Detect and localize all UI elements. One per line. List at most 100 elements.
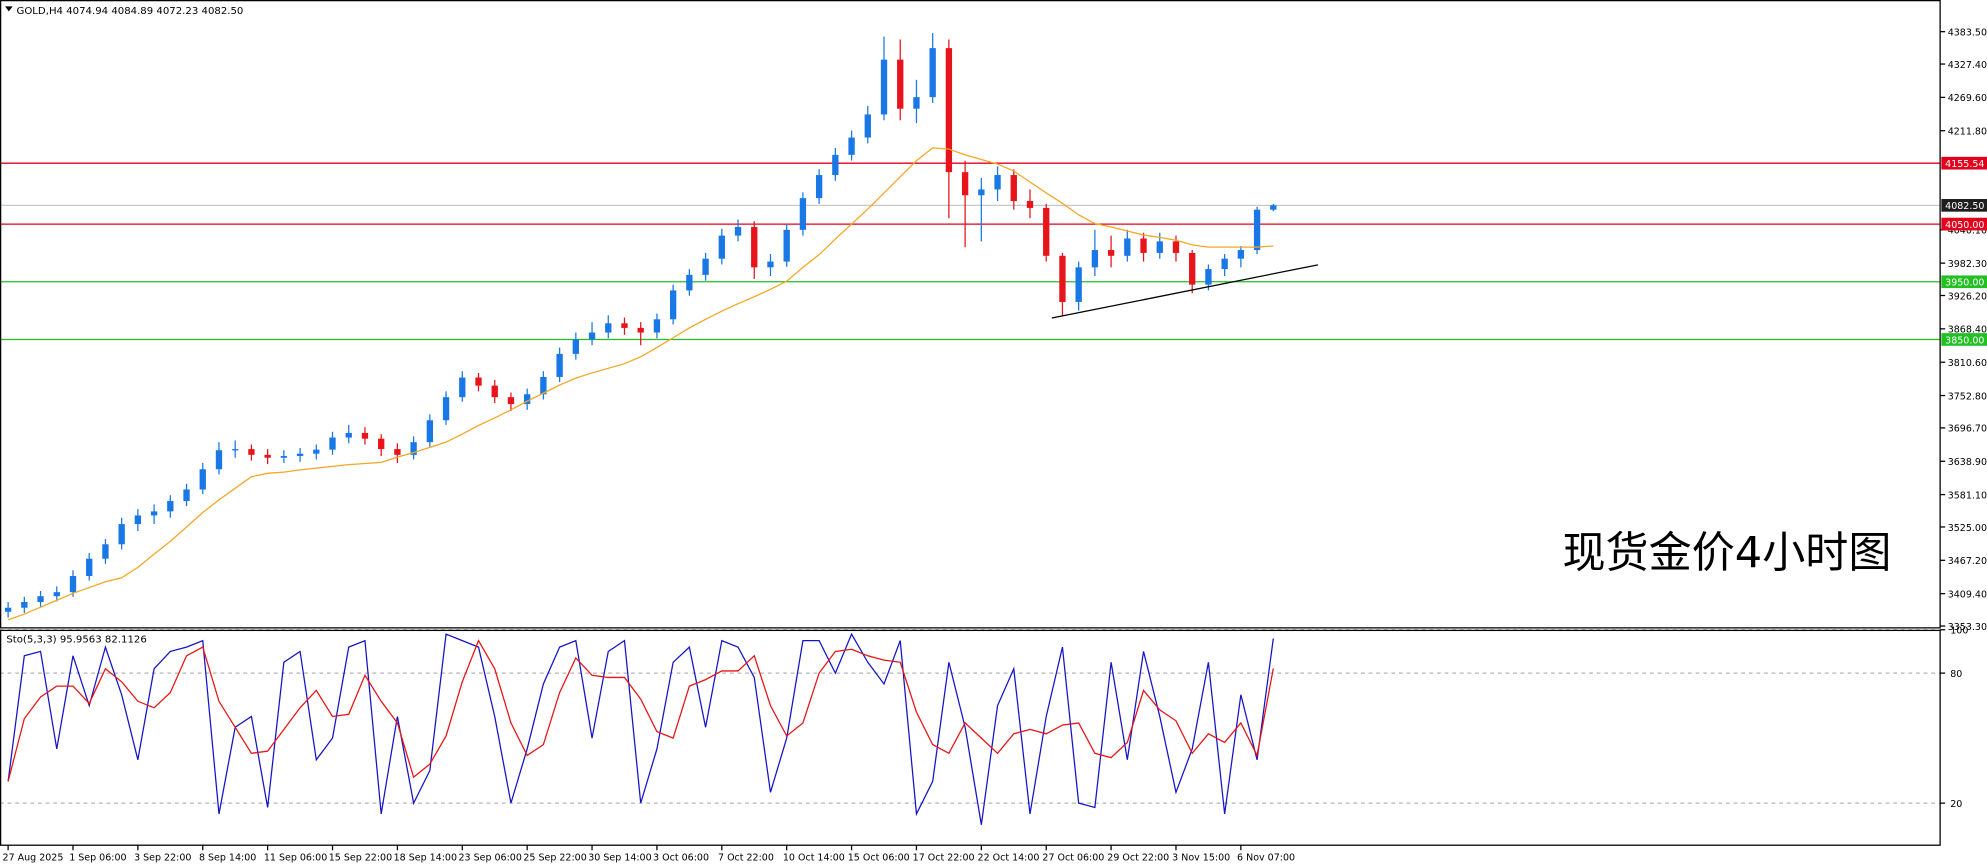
x-tick-label: 27 Aug 2025	[3, 852, 64, 863]
candle-body	[572, 339, 579, 354]
price-level-box	[1941, 275, 1987, 289]
candle-body	[167, 501, 174, 512]
candle-body	[832, 154, 839, 176]
oscillator-title: Sto(5,3,3)	[6, 634, 56, 645]
candle-body	[69, 576, 77, 593]
price-level-label: 3850.00	[1945, 335, 1984, 346]
candle-body	[134, 515, 142, 525]
candle-body	[864, 114, 871, 138]
y-tick-label: 3868.40	[1948, 325, 1987, 336]
candle-body	[442, 397, 450, 421]
moving-average	[7, 147, 1274, 621]
candle-body	[994, 175, 1001, 190]
x-tick-label: 11 Sep 06:00	[264, 852, 327, 863]
candle-body	[815, 175, 823, 199]
price-level-box	[1941, 217, 1987, 231]
y-tick-label: 3409.40	[1948, 589, 1987, 600]
candle-body	[1107, 250, 1115, 256]
x-tick-label: 25 Sep 22:00	[523, 852, 586, 863]
x-tick-label: 6 Nov 07:00	[1237, 852, 1295, 863]
candle-body	[751, 226, 758, 268]
candle-body	[1172, 241, 1180, 253]
candle-body	[767, 261, 774, 268]
close-value: 4082.50	[202, 6, 244, 17]
x-tick-label: 15 Sep 22:00	[329, 852, 392, 863]
candle-body	[913, 97, 920, 109]
d-value: 82.1126	[105, 634, 147, 645]
candle-body	[588, 332, 596, 340]
candle-body	[799, 198, 807, 230]
candle-body	[53, 592, 60, 597]
price-level-label: 4050.00	[1945, 220, 1984, 231]
candle-body	[1253, 209, 1261, 251]
header-arrow	[5, 6, 13, 12]
x-tick-label: 23 Sep 06:00	[458, 852, 521, 863]
oscillator-line	[7, 632, 1274, 825]
y-tick-label: 4327.40	[1948, 60, 1987, 71]
candle-body	[945, 48, 953, 173]
x-tick-label: 1 Sep 06:00	[69, 852, 126, 863]
candle-body	[4, 607, 12, 612]
candle-body	[345, 432, 352, 438]
annotation: 现货金价4小时图	[1562, 529, 1891, 579]
x-tick-label: 3 Sep 22:00	[134, 852, 191, 863]
high-value: 4084.89	[111, 6, 153, 17]
candle-body	[507, 397, 515, 405]
candle-body	[475, 377, 482, 386]
candle-body	[118, 524, 125, 545]
x-tick-label: 17 Oct 22:00	[913, 852, 975, 863]
candle-body	[296, 453, 304, 457]
x-tick-label: 22 Oct 14:00	[978, 852, 1040, 863]
candle-body	[410, 442, 417, 455]
price-level-label: 4155.54	[1945, 159, 1984, 170]
candle-body	[686, 274, 693, 291]
candle-body	[653, 319, 661, 333]
candle-body	[459, 377, 466, 398]
candle-body	[1221, 258, 1228, 270]
candle-body	[734, 226, 742, 236]
candle-body	[523, 394, 531, 405]
candle-body	[86, 558, 93, 577]
candle-body	[1091, 250, 1099, 268]
candle-body	[848, 137, 855, 155]
candle-body	[199, 469, 206, 490]
candle-body	[1075, 267, 1082, 302]
x-tick-label: 18 Sep 14:00	[394, 852, 457, 863]
candle-body	[1140, 238, 1147, 253]
candle-body	[378, 438, 385, 450]
oscillator-panel-border	[0, 629, 1941, 846]
price-level-label: 4082.50	[1945, 201, 1984, 212]
candle-body	[37, 596, 44, 602]
candle-body	[1237, 250, 1245, 259]
oscillator-line	[7, 639, 1274, 782]
plot-layer: 4383.50 4327.40 4269.60 4211.80 4040.10 3982.…	[0, 27, 1987, 863]
candle-body	[702, 258, 709, 275]
candle-body	[1010, 175, 1017, 202]
x-tick-label: 30 Sep 14:00	[588, 852, 651, 863]
y-tick-label: 3752.80	[1948, 391, 1987, 402]
y-tick-label: 4040.10	[1948, 226, 1987, 237]
candle-body	[248, 449, 255, 455]
x-tick-label: 29 Oct 22:00	[1107, 852, 1169, 863]
y-tick-label: 3467.20	[1948, 556, 1987, 567]
price-panel-border	[0, 0, 1941, 629]
candle-body	[150, 511, 158, 516]
x-tick-label: 27 Oct 06:00	[1042, 852, 1104, 863]
candle-body	[329, 437, 336, 450]
price-level-box	[1941, 156, 1987, 170]
candle-body	[394, 449, 401, 455]
price-level-box	[1941, 333, 1987, 346]
candle-body	[102, 544, 109, 559]
candle-body	[556, 353, 563, 377]
y-tick-label: 3982.30	[1948, 259, 1987, 270]
candle-body	[897, 59, 904, 109]
y-tick-label: 4383.50	[1948, 27, 1987, 38]
price-header: GOLD,H4 4074.94 4084.89 4072.23 4082.50	[16, 6, 243, 17]
x-tick-label: 3 Oct 06:00	[653, 852, 709, 863]
k-value: 95.9563	[60, 634, 102, 645]
y-tick-label: 3581.10	[1948, 490, 1987, 501]
low-value: 4072.23	[156, 6, 198, 17]
candle-body	[313, 449, 320, 454]
